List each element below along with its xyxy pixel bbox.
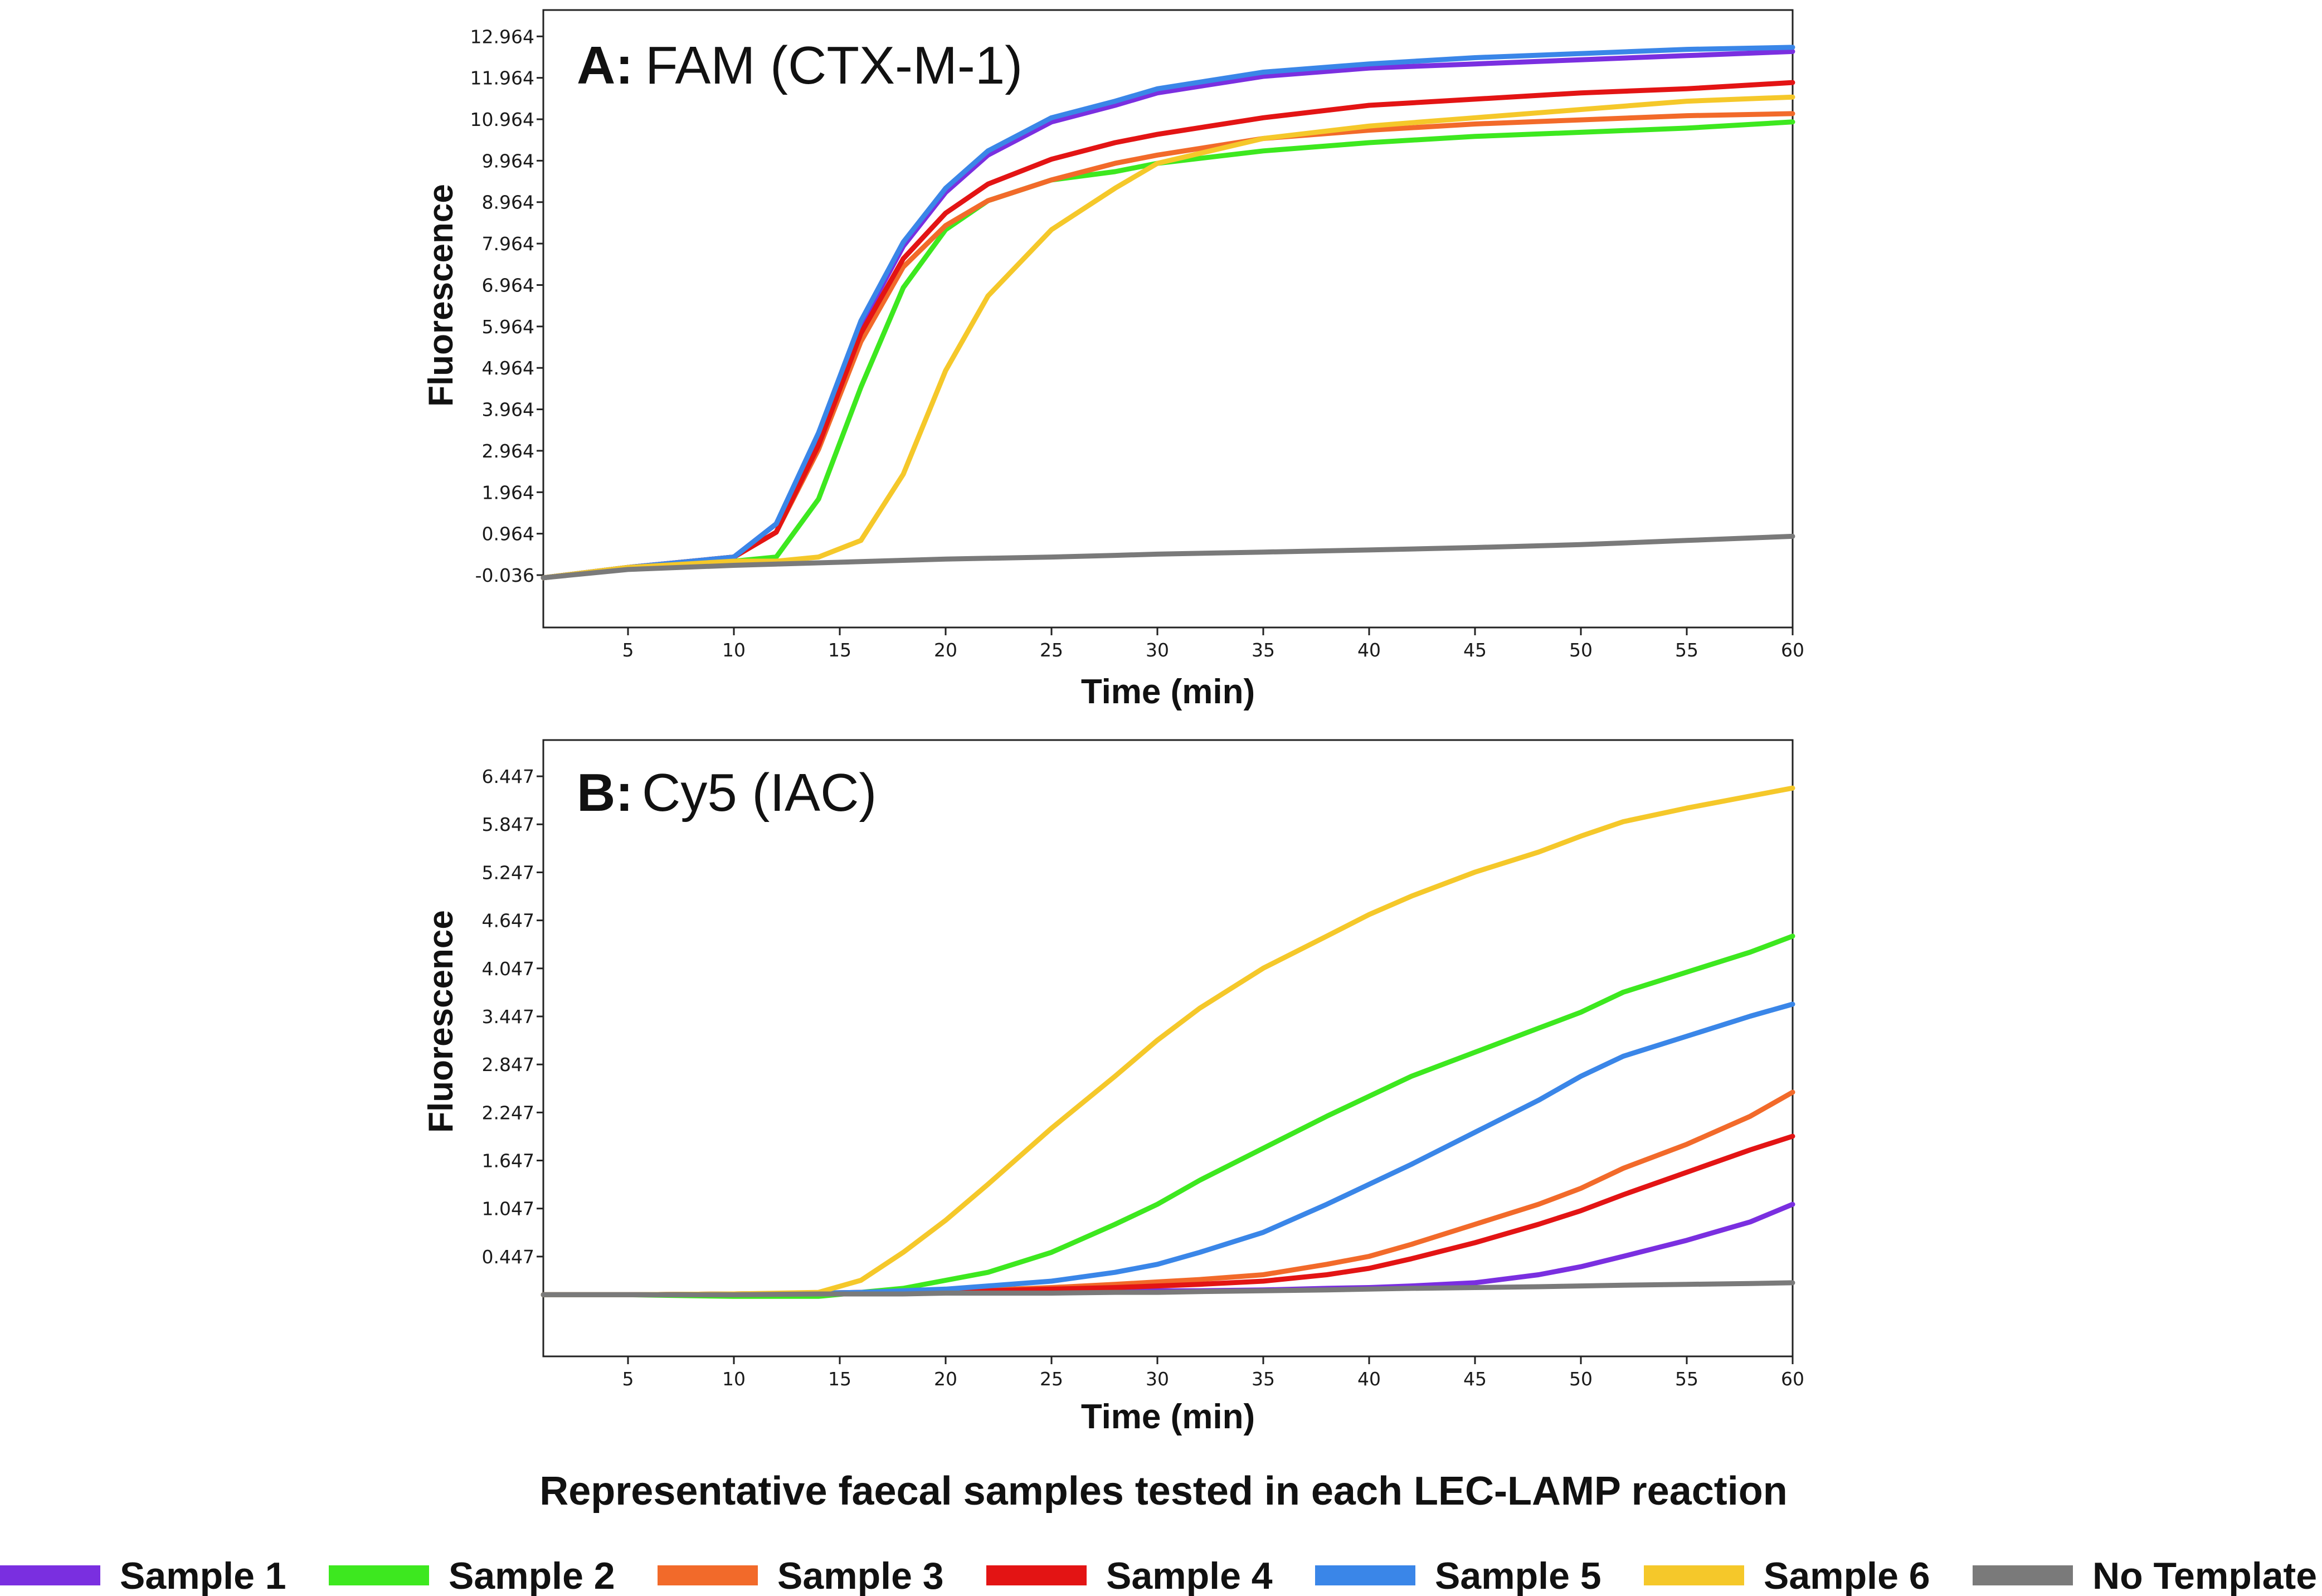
panel-a-y-tick-label: 8.964 bbox=[482, 192, 534, 213]
panel-a-y-tick-label: 11.964 bbox=[470, 67, 534, 89]
panel-a-x-tick-label: 50 bbox=[1569, 639, 1593, 661]
legend-swatch-sample-3 bbox=[658, 1565, 758, 1585]
panel-a-y-tick-label: -0.036 bbox=[475, 565, 534, 586]
panel-a-y-tick-label: 12.964 bbox=[470, 26, 534, 47]
panel-b-series-line-sample-3 bbox=[541, 1089, 1795, 1297]
panel-b-chart: B: Cy5 (IAC) Time (min) Fluorescence 5 10… bbox=[422, 739, 1804, 1436]
panel-b-letter: B: bbox=[577, 763, 633, 823]
panel-a-x-tick-label: 60 bbox=[1781, 639, 1804, 661]
panel-b-title: Cy5 (IAC) bbox=[642, 763, 877, 823]
panel-b-x-tick-label: 25 bbox=[1040, 1368, 1063, 1390]
panel-b-y-tick-label: 2.847 bbox=[482, 1054, 534, 1076]
panel-a-x-ticks: 5 10 15 20 25 30 35 40 45 50 55 60 bbox=[622, 627, 1804, 661]
panel-a-x-tick-label: 40 bbox=[1357, 639, 1381, 661]
panel-a-y-tick-label: 9.964 bbox=[482, 150, 534, 172]
panel-b-y-tick-label: 1.047 bbox=[482, 1198, 534, 1220]
panel-b-y-tick-label: 3.447 bbox=[482, 1006, 534, 1028]
legend-swatch-sample-2 bbox=[329, 1565, 429, 1585]
panel-a-letter: A: bbox=[577, 36, 633, 95]
panel-b-x-tick-label: 30 bbox=[1146, 1368, 1169, 1390]
panel-b-series-line-sample-5 bbox=[541, 1001, 1795, 1297]
panel-b-y-tick-label: 5.247 bbox=[482, 862, 534, 883]
panel-a-series-line-sample-4 bbox=[541, 80, 1795, 581]
panel-a-series bbox=[541, 45, 1795, 581]
panel-b-series-line-sample-2 bbox=[541, 933, 1795, 1299]
panel-a-y-tick-label: 0.964 bbox=[482, 523, 534, 545]
panel-a-plot-frame bbox=[542, 9, 1794, 629]
panel-b-x-tick-label: 55 bbox=[1675, 1368, 1698, 1390]
legend-swatch-sample-1 bbox=[0, 1565, 100, 1585]
panel-b-y-tick-label: 6.447 bbox=[482, 766, 534, 787]
panel-a-series-line-sample-3 bbox=[541, 111, 1795, 581]
panel-b-x-tick-label: 20 bbox=[934, 1368, 957, 1390]
panel-b-y-tick-label: 1.647 bbox=[482, 1150, 534, 1172]
panel-a-series-line-sample-6 bbox=[541, 94, 1795, 581]
panel-b-x-tick-label: 5 bbox=[622, 1368, 634, 1390]
legend-label-sample-1: Sample 1 bbox=[120, 1555, 286, 1596]
panel-a-series-line-sample-2 bbox=[541, 119, 1795, 581]
panel-b-x-tick-label: 35 bbox=[1252, 1368, 1275, 1390]
panel-b-series-line-sample-4 bbox=[541, 1133, 1795, 1297]
panel-b-x-tick-label: 15 bbox=[828, 1368, 851, 1390]
panel-a-title: FAM (CTX-M-1) bbox=[645, 36, 1023, 95]
legend-swatch-no-template bbox=[1973, 1565, 2073, 1585]
legend-swatch-sample-5 bbox=[1315, 1565, 1415, 1585]
panel-b-y-ticks: 0.447 1.047 1.647 2.247 2.847 3.447 4.047 4.647… bbox=[482, 766, 543, 1268]
panel-b-series-line-sample-6 bbox=[541, 785, 1795, 1297]
panel-b-y-tick-label: 4.647 bbox=[482, 910, 534, 932]
panel-a-y-tick-label: 10.964 bbox=[470, 109, 534, 130]
panel-b-series bbox=[541, 785, 1795, 1299]
panel-a-y-tick-label: 7.964 bbox=[482, 233, 534, 255]
legend: Sample 1 Sample 2 Sample 3 Sample 4 Sample 5… bbox=[0, 1555, 2317, 1596]
panel-a-y-tick-label: 5.964 bbox=[482, 316, 534, 338]
panel-a-x-tick-label: 10 bbox=[722, 639, 746, 661]
panel-b-y-tick-label: 4.047 bbox=[482, 958, 534, 980]
legend-label-sample-3: Sample 3 bbox=[777, 1555, 944, 1596]
panel-b-ylabel: Fluorescence bbox=[422, 910, 460, 1133]
panel-a-chart: A: FAM (CTX-M-1) Time (min) Fluorescence… bbox=[422, 9, 1804, 711]
panel-a-series-line-no-template bbox=[541, 533, 1795, 581]
legend-swatch-sample-4 bbox=[986, 1565, 1087, 1585]
panel-b-x-tick-label: 40 bbox=[1357, 1368, 1381, 1390]
legend-swatch-sample-6 bbox=[1644, 1565, 1744, 1585]
panel-a-series-line-sample-5 bbox=[541, 45, 1795, 581]
panel-b-x-tick-label: 10 bbox=[722, 1368, 746, 1390]
figure-caption: Representative faecal samples tested in … bbox=[539, 1469, 1788, 1514]
panel-a-y-tick-label: 1.964 bbox=[482, 481, 534, 503]
legend-label-sample-5: Sample 5 bbox=[1435, 1555, 1601, 1596]
panel-a-x-tick-label: 45 bbox=[1463, 639, 1487, 661]
panel-a-y-tick-label: 4.964 bbox=[482, 357, 534, 379]
legend-label-sample-4: Sample 4 bbox=[1106, 1555, 1273, 1596]
panel-a-x-tick-label: 5 bbox=[622, 639, 634, 661]
panel-a-x-tick-label: 30 bbox=[1146, 639, 1169, 661]
panel-a-y-ticks: -0.036 0.964 1.964 2.964 3.964 4.964 5.964 6.96… bbox=[470, 26, 543, 586]
panel-a-y-tick-label: 2.964 bbox=[482, 440, 534, 462]
panel-b-x-tick-label: 50 bbox=[1569, 1368, 1593, 1390]
legend-label-sample-6: Sample 6 bbox=[1764, 1555, 1930, 1596]
legend-label-no-template: No Template bbox=[2092, 1555, 2317, 1596]
panel-b-x-tick-label: 60 bbox=[1781, 1368, 1804, 1390]
legend-label-sample-2: Sample 2 bbox=[449, 1555, 615, 1596]
panel-b-xlabel: Time (min) bbox=[1081, 1398, 1255, 1436]
panel-b-plot-frame bbox=[542, 739, 1794, 1357]
panel-a-x-tick-label: 20 bbox=[934, 639, 957, 661]
panel-b-x-tick-label: 45 bbox=[1463, 1368, 1487, 1390]
panel-a-x-tick-label: 25 bbox=[1040, 639, 1063, 661]
panel-a-x-tick-label: 35 bbox=[1252, 639, 1275, 661]
panel-a-x-tick-label: 15 bbox=[828, 639, 851, 661]
panel-a-x-tick-label: 55 bbox=[1675, 639, 1698, 661]
panel-b-y-tick-label: 5.847 bbox=[482, 814, 534, 835]
panel-a-xlabel: Time (min) bbox=[1081, 673, 1255, 711]
panel-b-y-tick-label: 2.247 bbox=[482, 1102, 534, 1123]
panel-b-series-line-no-template bbox=[541, 1280, 1795, 1297]
panel-a-y-tick-label: 6.964 bbox=[482, 274, 534, 296]
panel-a-ylabel: Fluorescence bbox=[422, 184, 460, 407]
panel-b-y-tick-label: 0.447 bbox=[482, 1246, 534, 1268]
panel-b-x-ticks: 5 10 15 20 25 30 35 40 45 50 55 60 bbox=[622, 1356, 1804, 1390]
panel-a-y-tick-label: 3.964 bbox=[482, 399, 534, 421]
